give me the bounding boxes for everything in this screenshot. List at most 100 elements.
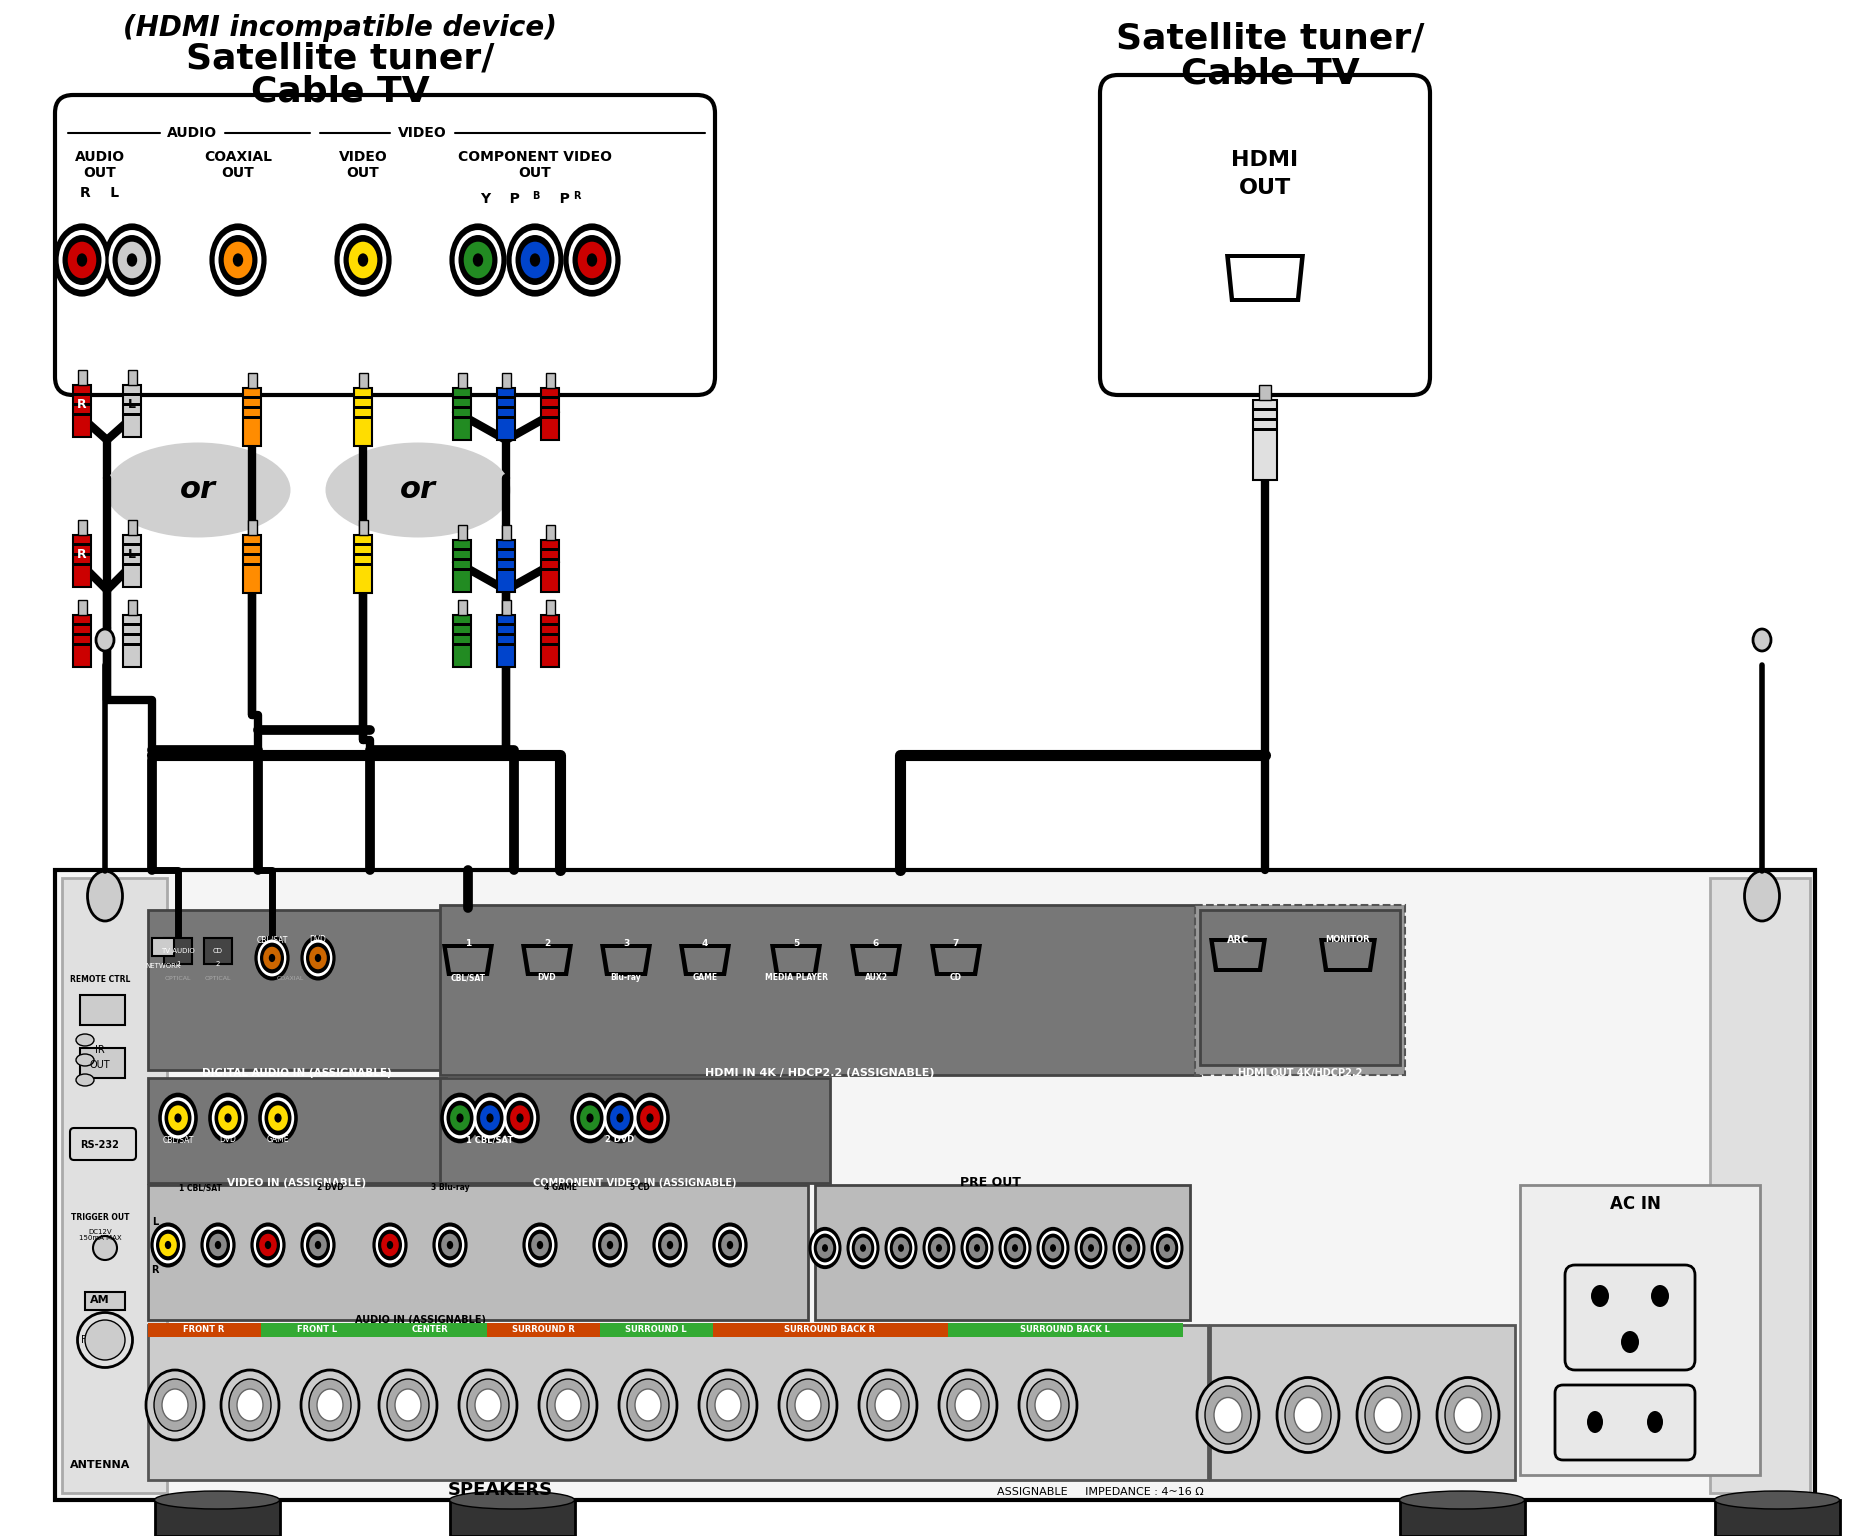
Ellipse shape — [372, 1223, 407, 1267]
Ellipse shape — [480, 1106, 500, 1130]
Ellipse shape — [960, 1227, 993, 1269]
Ellipse shape — [88, 871, 123, 922]
Text: CD: CD — [950, 974, 962, 983]
Bar — [454, 558, 470, 561]
Polygon shape — [935, 948, 976, 972]
Polygon shape — [1210, 938, 1268, 972]
Ellipse shape — [274, 1114, 282, 1123]
Bar — [1195, 905, 1406, 1075]
Ellipse shape — [1150, 1227, 1184, 1269]
Ellipse shape — [209, 1092, 248, 1143]
Ellipse shape — [861, 1244, 866, 1252]
Bar — [78, 601, 88, 614]
Ellipse shape — [379, 1370, 437, 1441]
Ellipse shape — [523, 1223, 558, 1267]
Ellipse shape — [224, 241, 252, 278]
Bar — [73, 402, 91, 406]
Ellipse shape — [569, 1092, 611, 1143]
Bar — [545, 373, 554, 389]
Ellipse shape — [721, 1233, 739, 1256]
Ellipse shape — [1204, 1385, 1251, 1444]
Bar — [541, 633, 558, 636]
Ellipse shape — [1454, 1398, 1482, 1433]
Ellipse shape — [435, 1227, 465, 1264]
Ellipse shape — [816, 1238, 833, 1258]
Text: GAME: GAME — [267, 1135, 289, 1144]
Ellipse shape — [220, 1370, 278, 1441]
Ellipse shape — [306, 1230, 330, 1261]
Ellipse shape — [515, 235, 554, 286]
Ellipse shape — [118, 241, 146, 278]
Ellipse shape — [935, 1244, 943, 1252]
Ellipse shape — [344, 235, 383, 286]
Ellipse shape — [381, 1233, 400, 1256]
Ellipse shape — [846, 1227, 879, 1269]
Ellipse shape — [926, 1230, 952, 1266]
Bar — [497, 644, 515, 647]
Ellipse shape — [467, 1379, 510, 1432]
Ellipse shape — [586, 253, 597, 267]
Bar — [497, 633, 515, 636]
Text: or: or — [400, 476, 437, 504]
Text: TRIGGER OUT: TRIGGER OUT — [71, 1213, 129, 1223]
Ellipse shape — [1126, 1244, 1131, 1252]
Ellipse shape — [849, 1230, 876, 1266]
Text: MONITOR: MONITOR — [1326, 935, 1370, 945]
Bar — [123, 564, 142, 565]
Text: AUDIO: AUDIO — [166, 126, 217, 140]
Bar — [450, 1501, 575, 1536]
Ellipse shape — [1400, 1491, 1525, 1508]
Ellipse shape — [209, 1233, 226, 1256]
Text: HDMI: HDMI — [1232, 151, 1299, 170]
Ellipse shape — [661, 1233, 680, 1256]
Bar — [1253, 399, 1277, 479]
Ellipse shape — [260, 943, 284, 974]
Text: DVD: DVD — [538, 974, 556, 983]
Text: 2: 2 — [543, 940, 551, 949]
Ellipse shape — [258, 1092, 299, 1143]
Text: 4 GAME: 4 GAME — [543, 1184, 577, 1192]
FancyBboxPatch shape — [1555, 1385, 1695, 1461]
Ellipse shape — [932, 1238, 947, 1258]
Ellipse shape — [151, 1223, 185, 1267]
Ellipse shape — [885, 1227, 917, 1269]
Text: COAXIAL: COAXIAL — [276, 975, 304, 980]
Ellipse shape — [446, 1101, 474, 1135]
Ellipse shape — [433, 1223, 467, 1267]
Ellipse shape — [1438, 1378, 1499, 1453]
Ellipse shape — [715, 1227, 745, 1264]
Ellipse shape — [667, 1241, 674, 1249]
Ellipse shape — [808, 1227, 842, 1269]
Ellipse shape — [304, 1227, 332, 1264]
Bar — [454, 568, 470, 571]
Ellipse shape — [1365, 1385, 1411, 1444]
Text: 3: 3 — [624, 940, 629, 949]
Ellipse shape — [67, 241, 97, 278]
Bar — [454, 548, 470, 551]
Text: VIDEO: VIDEO — [398, 126, 446, 140]
Ellipse shape — [1088, 1244, 1094, 1252]
Bar — [147, 1184, 808, 1319]
Ellipse shape — [237, 1389, 263, 1421]
Bar — [355, 535, 372, 593]
Ellipse shape — [316, 1241, 321, 1249]
Polygon shape — [521, 945, 573, 975]
Text: PRE OUT: PRE OUT — [960, 1177, 1021, 1189]
Ellipse shape — [265, 1241, 271, 1249]
Ellipse shape — [474, 1097, 506, 1138]
Ellipse shape — [233, 253, 243, 267]
Ellipse shape — [77, 1054, 93, 1066]
Ellipse shape — [1714, 1491, 1839, 1508]
Bar — [1258, 386, 1271, 399]
Ellipse shape — [450, 223, 506, 296]
Bar — [497, 416, 515, 419]
Text: 4: 4 — [702, 940, 708, 949]
Text: 1 CBL/SAT: 1 CBL/SAT — [467, 1135, 513, 1144]
Bar — [243, 535, 261, 593]
Ellipse shape — [1077, 1230, 1105, 1266]
Ellipse shape — [103, 223, 161, 296]
Text: R: R — [77, 398, 86, 410]
Bar — [541, 396, 558, 399]
Ellipse shape — [1079, 1233, 1102, 1263]
Text: 2 DVD: 2 DVD — [317, 1184, 344, 1192]
